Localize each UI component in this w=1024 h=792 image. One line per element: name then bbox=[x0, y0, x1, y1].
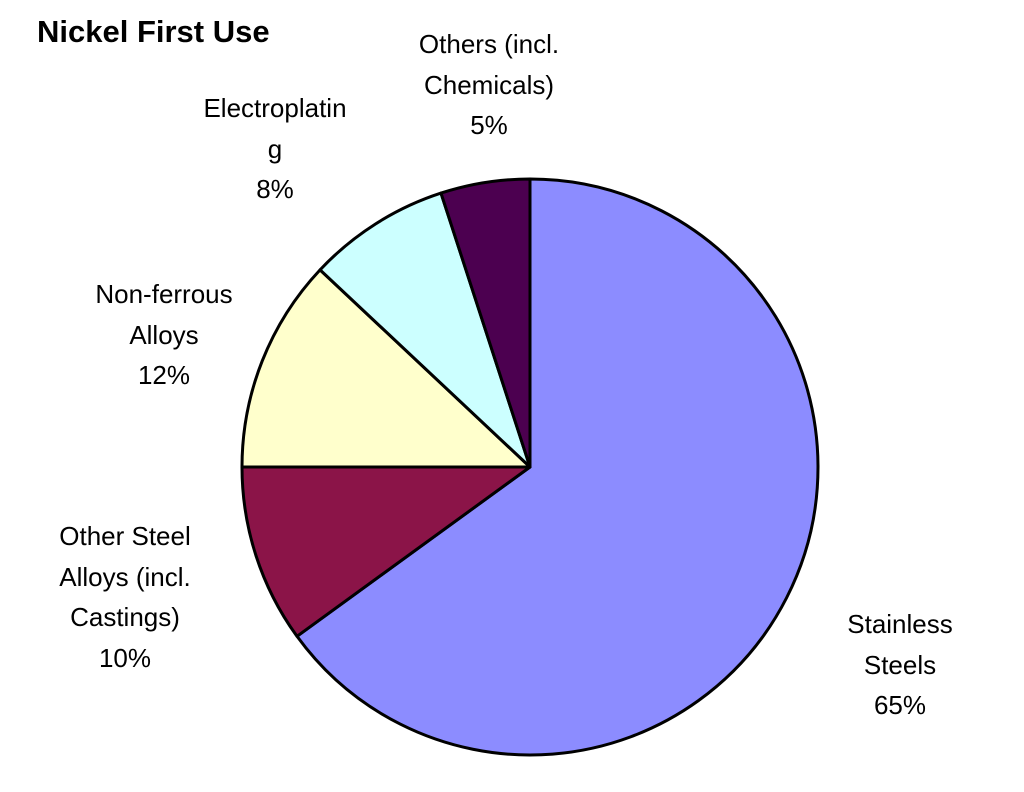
slice-category-text: Others (incl. bbox=[418, 29, 560, 59]
chart-title: Nickel First Use bbox=[37, 14, 270, 49]
slice-category-text: Chemicals) bbox=[423, 69, 555, 100]
pie-slice-non-ferrous-alloys bbox=[240, 268, 532, 469]
slice-category-text: Alloys bbox=[129, 319, 199, 350]
slice-category-text: Castings) bbox=[70, 602, 180, 632]
slice-label-electroplating: Electroplatin g 8% bbox=[203, 88, 346, 210]
slice-category-text: Stainless bbox=[847, 609, 953, 639]
slice-category-text: Electroplatin bbox=[203, 93, 347, 123]
pie-slice-others bbox=[439, 177, 532, 469]
slice-category-text: g bbox=[267, 133, 283, 164]
slice-label-stainless-steels: Stainless Steels 65% bbox=[847, 604, 953, 726]
slice-label-other-steel-alloys: Other Steel Alloys (incl. Castings) 10% bbox=[59, 516, 191, 678]
slice-category-text: Steels bbox=[863, 649, 937, 680]
slice-percent-text: 8% bbox=[256, 174, 294, 204]
pie-slice-other-steel-alloys bbox=[240, 465, 532, 638]
slice-percent-text: 10% bbox=[98, 642, 152, 673]
slice-percent-text: 65% bbox=[873, 690, 927, 720]
slice-label-non-ferrous-alloys: Non-ferrous Alloys 12% bbox=[95, 274, 232, 396]
slice-percent-text: 12% bbox=[137, 360, 191, 390]
slice-category-text: Other Steel bbox=[59, 521, 191, 551]
pie-slice-stainless-steels bbox=[295, 177, 820, 757]
pie-slice-electroplating bbox=[318, 191, 532, 469]
slice-percent-text: 5% bbox=[470, 110, 508, 140]
slice-category-text: Alloys (incl. bbox=[59, 561, 191, 592]
slice-label-others: Others (incl. Chemicals) 5% bbox=[419, 24, 559, 146]
slice-category-text: Non-ferrous bbox=[95, 279, 233, 309]
